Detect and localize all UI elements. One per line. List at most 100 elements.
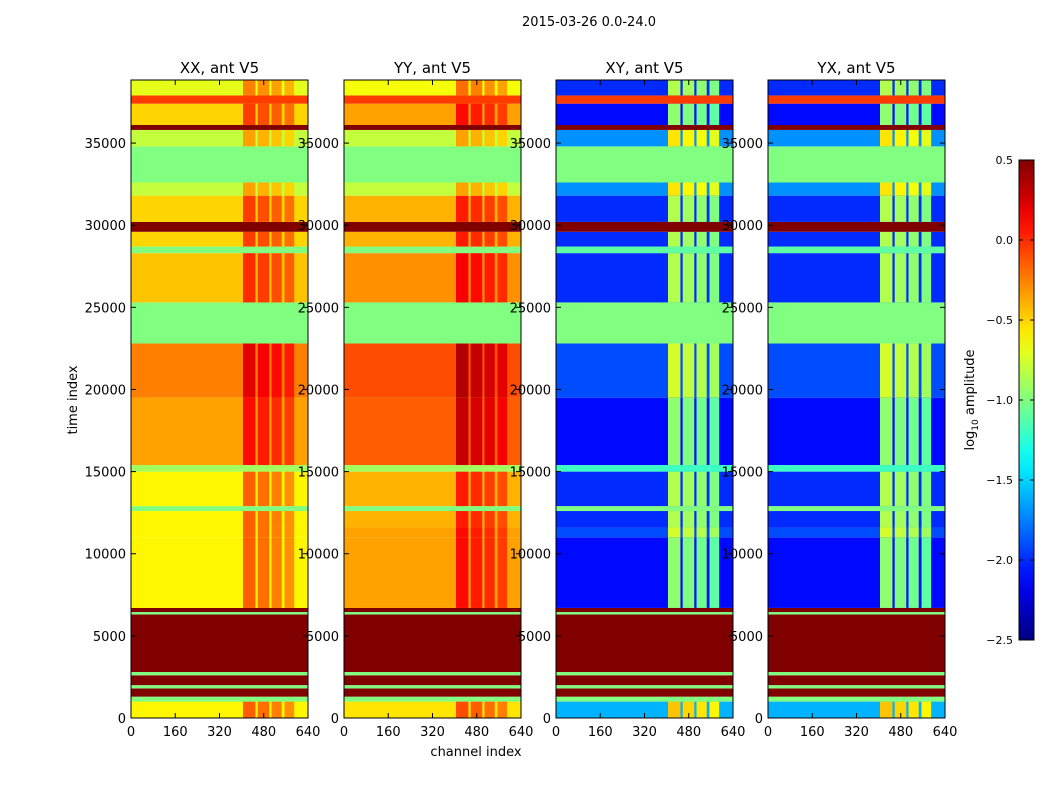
rfi-channel-cell <box>894 253 907 303</box>
rfi-channel-cell <box>682 231 695 247</box>
rfi-channel-cell <box>484 537 495 608</box>
rfi-channel-cell <box>894 701 907 718</box>
rfi-channel-cell <box>497 253 508 303</box>
x-tick-label: 160 <box>376 725 401 740</box>
y-tick-label: 10000 <box>85 548 126 563</box>
rfi-channel-cell <box>921 701 932 718</box>
x-tick-label: 0 <box>127 725 135 740</box>
rfi-channel-cell <box>709 129 720 147</box>
rfi-channel-cell <box>668 701 681 718</box>
rfi-channel-cell <box>709 195 720 222</box>
heatmap <box>131 80 308 718</box>
rfi-channel-cell <box>470 182 483 196</box>
rfi-channel-cell <box>497 182 508 196</box>
heatmap-band <box>131 614 308 673</box>
rfi-channel-cell <box>880 80 893 96</box>
rfi-channel-cell <box>908 397 919 466</box>
y-tick-label: 5000 <box>518 630 551 645</box>
rfi-channel-cell <box>880 343 893 398</box>
y-tick-label: 15000 <box>298 466 339 481</box>
rfi-channel-cell <box>456 182 469 196</box>
rfi-channel-cell <box>271 511 282 528</box>
y-tick-label: 15000 <box>510 466 551 481</box>
rfi-channel-cell <box>497 195 508 222</box>
rfi-channel-cell <box>682 103 695 126</box>
panel-title: XY, ant V5 <box>605 59 683 77</box>
rfi-channel-cell <box>284 343 295 398</box>
rfi-channel-cell <box>243 195 256 222</box>
colorbar-tick-label: −1.5 <box>986 474 1013 487</box>
heatmap-band <box>131 465 308 472</box>
heatmap-band <box>344 246 521 254</box>
rfi-channel-cell <box>709 701 720 718</box>
rfi-channel-cell <box>484 511 495 528</box>
rfi-channel-cell <box>243 537 256 608</box>
heatmap-band <box>344 221 521 232</box>
rfi-channel-cell <box>682 537 695 608</box>
rfi-channel-cell <box>456 537 469 608</box>
rfi-channel-cell <box>243 253 256 303</box>
heatmap-band <box>344 465 521 472</box>
rfi-channel-cell <box>257 511 270 528</box>
rfi-channel-cell <box>921 397 932 466</box>
rfi-channel-cell <box>668 471 681 507</box>
y-tick-label: 10000 <box>298 548 339 563</box>
rfi-channel-cell <box>284 182 295 196</box>
heatmap-band <box>556 125 733 130</box>
heatmap-band <box>556 696 733 702</box>
heatmap-band <box>556 146 733 183</box>
rfi-channel-cell <box>257 527 270 538</box>
rfi-channel-cell <box>696 103 707 126</box>
rfi-channel-cell <box>271 471 282 507</box>
rfi-channel-cell <box>709 537 720 608</box>
rfi-channel-cell <box>284 253 295 303</box>
rfi-channel-cell <box>470 231 483 247</box>
rfi-channel-cell <box>456 701 469 718</box>
rfi-channel-cell <box>284 231 295 247</box>
rfi-channel-cell <box>243 343 256 398</box>
rfi-channel-cell <box>908 80 919 96</box>
rfi-channel-cell <box>456 511 469 528</box>
x-tick-label: 640 <box>296 725 321 740</box>
heatmap-band <box>344 95 521 104</box>
rfi-channel-cell <box>921 80 932 96</box>
rfi-channel-cell <box>921 103 932 126</box>
panel-2: 0 5000 10000 15000 20000 25000 30000 35000 0 160 3… <box>298 59 534 740</box>
rfi-channel-cell <box>484 195 495 222</box>
heatmap-band <box>344 302 521 344</box>
rfi-channel-cell <box>668 103 681 126</box>
y-tick-label: 25000 <box>298 301 339 316</box>
heatmap-band <box>556 246 733 254</box>
rfi-channel-cell <box>456 80 469 96</box>
heatmap-band <box>556 607 733 613</box>
heatmap-band <box>768 302 945 344</box>
rfi-channel-cell <box>484 231 495 247</box>
rfi-channel-cell <box>668 231 681 247</box>
rfi-channel-cell <box>668 195 681 222</box>
rfi-channel-cell <box>668 253 681 303</box>
rfi-channel-cell <box>284 701 295 718</box>
rfi-channel-cell <box>908 129 919 147</box>
rfi-channel-cell <box>682 511 695 528</box>
heatmap-band <box>556 688 733 697</box>
rfi-channel-cell <box>243 129 256 147</box>
rfi-channel-cell <box>908 253 919 303</box>
rfi-channel-cell <box>284 129 295 147</box>
heatmap <box>556 80 733 718</box>
heatmap-band <box>556 675 733 686</box>
y-tick-label: 0 <box>118 712 126 727</box>
heatmap-band <box>768 527 945 538</box>
rfi-channel-cell <box>682 343 695 398</box>
heatmap-band <box>556 506 733 512</box>
rfi-channel-cell <box>696 129 707 147</box>
rfi-channel-cell <box>497 397 508 466</box>
y-tick-label: 35000 <box>722 137 763 152</box>
rfi-channel-cell <box>668 182 681 196</box>
rfi-channel-cell <box>682 701 695 718</box>
rfi-channel-cell <box>921 129 932 147</box>
heatmap-band <box>556 612 733 615</box>
heatmap-band <box>131 672 308 676</box>
y-tick-label: 20000 <box>85 383 126 398</box>
heatmap-band <box>344 672 521 676</box>
